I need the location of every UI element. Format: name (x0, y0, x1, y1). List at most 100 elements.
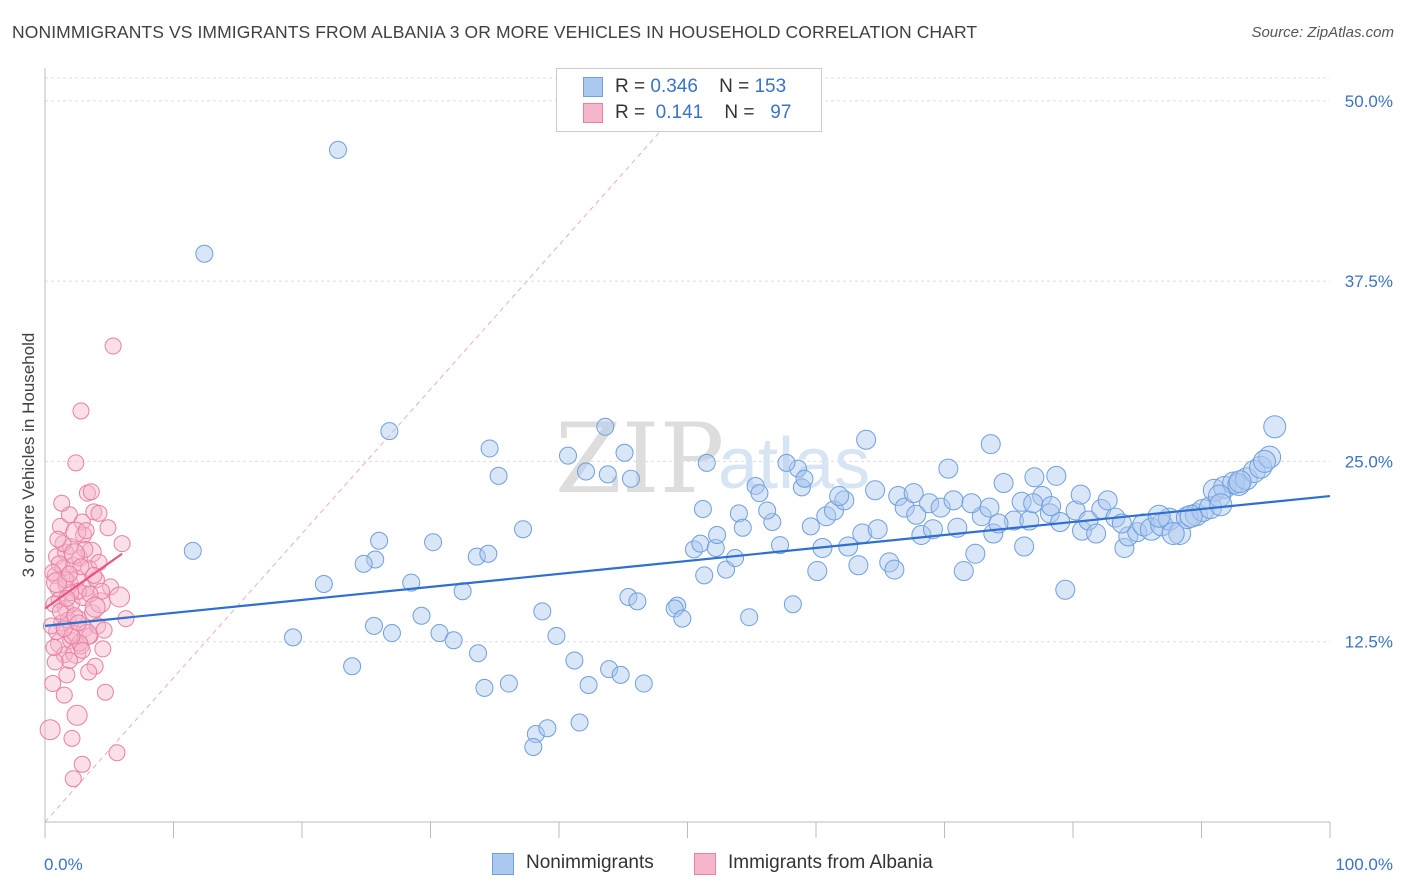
nonimmigrant-point (665, 599, 684, 618)
nonimmigrant-point (888, 486, 909, 507)
nonimmigrant-point (1014, 536, 1035, 557)
legend-n-label: N = (724, 102, 755, 123)
albania-point (73, 755, 91, 773)
albania-point (39, 719, 61, 741)
albania-point (60, 565, 78, 583)
nonimmigrant-point (328, 140, 347, 159)
nonimmigrant-point (865, 480, 886, 501)
source-credit: Source: ZipAtlas.com (1251, 24, 1394, 41)
nonimmigrant-point (673, 609, 692, 628)
nonimmigrant-point (600, 660, 619, 679)
albania-point (86, 657, 104, 675)
albania-point (60, 651, 78, 669)
albania-point (46, 572, 68, 594)
axes (44, 68, 1331, 838)
bottom-legend-label: Nonimmigrants (526, 852, 654, 873)
albania-point (55, 686, 73, 704)
x-tick-label: 0.0% (44, 855, 83, 874)
nonimmigrant-point (789, 459, 808, 478)
nonimmigrant-point (903, 483, 924, 504)
albania-point (45, 638, 63, 656)
nonimmigrant-point (538, 719, 557, 738)
albania-point (73, 641, 91, 659)
nonimmigrant-point (570, 713, 589, 732)
nonimmigrant-point (412, 606, 431, 625)
nonimmigrant-point (366, 550, 385, 569)
nonimmigrant-point (1039, 503, 1060, 524)
nonimmigrant-point (1147, 504, 1171, 528)
albania-point (77, 522, 95, 540)
nonimmigrant-point (1252, 449, 1276, 473)
nonimmigrant-point (801, 517, 820, 536)
nonimmigrant-point (795, 469, 814, 488)
nonimmigrant-point (579, 675, 598, 694)
albania-points (39, 337, 135, 788)
nonimmigrant-point (183, 541, 202, 560)
albania-point (80, 663, 98, 681)
nonimmigrant-point (911, 524, 932, 545)
nonimmigrant-point (380, 422, 399, 441)
nonimmigrant-point (479, 544, 498, 563)
albania-point (67, 454, 85, 472)
nonimmigrant-point (1046, 465, 1067, 486)
albania-point (104, 337, 122, 355)
nonimmigrant-point (1111, 513, 1132, 534)
nonimmigrant-point (894, 497, 915, 518)
nonimmigrant-point (524, 738, 543, 756)
correlation-legend: R = 0.346 N = 153 R = 0.141 N = 97 (556, 68, 822, 132)
y-tick-label: 37.5% (1345, 272, 1393, 291)
nonimmigrant-point (922, 519, 943, 540)
nonimmigrant-point (314, 575, 333, 594)
nonimmigrant-point (354, 554, 373, 573)
nonimmigrant-point (1209, 493, 1233, 517)
legend-r-label: R = (615, 102, 646, 123)
nonimmigrant-point (430, 624, 449, 643)
nonimmigrant-point (621, 469, 640, 488)
nonimmigrant-point (1114, 537, 1135, 558)
nonimmigrant-point (807, 561, 828, 582)
albania-point (58, 666, 76, 684)
trend-lines (44, 494, 1331, 627)
bottom-legend-swatch-pink (694, 853, 716, 875)
nonimmigrant-point (733, 518, 752, 537)
nonimmigrant-point (856, 429, 877, 450)
nonimmigrant-point (634, 674, 653, 693)
nonimmigrant-point (576, 462, 595, 481)
nonimmigrant-point (1263, 415, 1287, 439)
nonimmigrant-point (848, 555, 869, 576)
albania-point (113, 535, 131, 553)
bottom-legend-label: Immigrants from Albania (728, 852, 933, 873)
nonimmigrant-point (919, 493, 940, 514)
nonimmigrant-point (364, 616, 383, 635)
nonimmigrant-point (697, 453, 716, 472)
nonimmigrant-point (763, 513, 782, 531)
reference-diagonal (44, 114, 676, 823)
legend-n-value: 153 (754, 76, 787, 97)
nonimmigrant-point (695, 566, 714, 585)
nonimmigrant-point (879, 552, 900, 573)
nonimmigrant-point (980, 434, 1001, 455)
grid-lines (45, 77, 1330, 643)
albania-point (46, 653, 64, 671)
albania-point (84, 596, 106, 618)
albania-point (96, 683, 114, 701)
chart-title: NONIMMIGRANTS VS IMMIGRANTS FROM ALBANIA… (12, 22, 978, 42)
nonimmigrant-point (1055, 579, 1076, 600)
albania-point (51, 517, 69, 535)
nonimmigrant-point (475, 678, 494, 697)
tick-labels: 12.5% 25.0% 37.5% 50.0% 0.0% 100.0% (44, 92, 1393, 874)
albania-point (72, 402, 90, 420)
albania-point (82, 483, 100, 501)
nonimmigrant-point (598, 465, 617, 484)
albania-point (90, 504, 108, 522)
nonimmigrant-point (444, 631, 463, 650)
albania-point (108, 744, 126, 762)
nonimmigrant-point (514, 520, 533, 539)
nonimmigrant-point (565, 651, 584, 670)
nonimmigrant-point (382, 624, 401, 643)
nonimmigrant-point (533, 602, 552, 621)
nonimmigrant-point (706, 538, 725, 557)
albania-point (81, 585, 99, 603)
nonimmigrant-point (906, 504, 927, 525)
